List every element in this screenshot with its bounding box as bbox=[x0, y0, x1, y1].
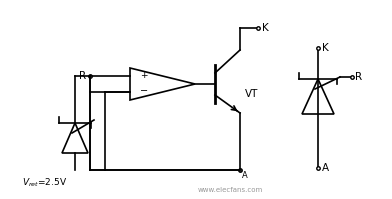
Text: R: R bbox=[355, 72, 362, 82]
Text: K: K bbox=[322, 43, 329, 53]
Text: +: + bbox=[140, 70, 148, 79]
Text: −: − bbox=[140, 86, 148, 96]
Text: K: K bbox=[262, 23, 269, 33]
Text: R: R bbox=[79, 71, 86, 81]
Text: $V_{ret}$=2.5V: $V_{ret}$=2.5V bbox=[22, 177, 67, 189]
Text: A: A bbox=[322, 163, 329, 173]
Text: VT: VT bbox=[245, 89, 258, 99]
Text: A: A bbox=[242, 172, 248, 180]
Text: www.elecfans.com: www.elecfans.com bbox=[198, 187, 263, 193]
